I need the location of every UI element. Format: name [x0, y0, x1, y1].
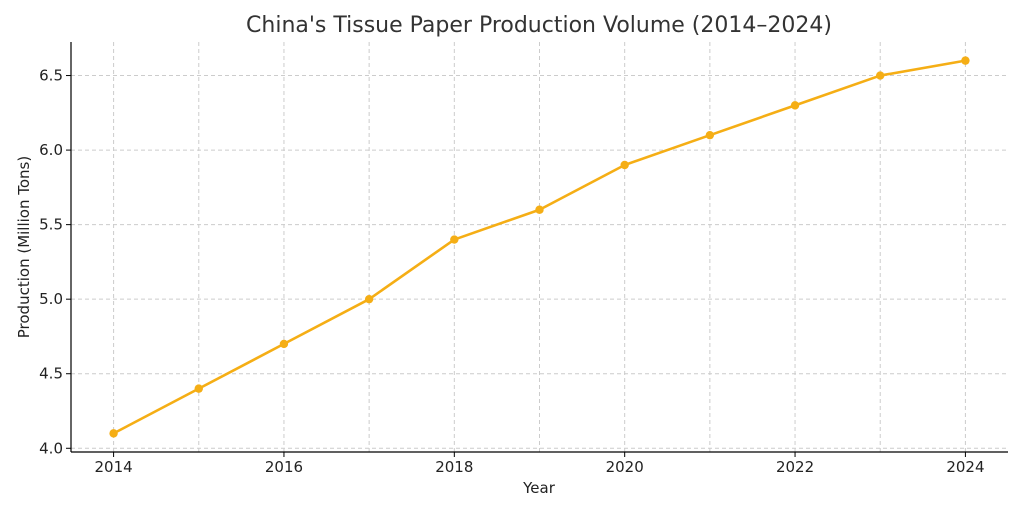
- data-point: [364, 294, 374, 304]
- data-point: [450, 235, 459, 244]
- y-tick-label: 5.0: [39, 290, 63, 308]
- x-tick-label: 2022: [776, 458, 814, 476]
- y-tick-label: 6.0: [39, 141, 63, 159]
- x-tick-label: 2014: [94, 458, 132, 476]
- y-axis-ticks: 4.0 4.5 5.0 5.5 6.0 6.5: [39, 67, 71, 457]
- series-layer: [109, 56, 970, 438]
- data-point: [961, 56, 970, 65]
- x-tick-label: 2016: [265, 458, 303, 476]
- y-tick-label: 5.5: [39, 216, 63, 234]
- y-tick-label: 6.5: [39, 67, 63, 85]
- axes-spines: [70, 42, 1008, 453]
- y-tick-label: 4.0: [39, 439, 63, 457]
- y-axis-label: Production (Million Tons): [15, 156, 33, 338]
- data-point: [790, 101, 800, 110]
- x-tick-label: 2024: [946, 458, 984, 476]
- data-point: [109, 429, 118, 438]
- data-point: [194, 384, 203, 393]
- data-point: [535, 205, 544, 214]
- x-tick-label: 2020: [606, 458, 644, 476]
- x-axis-label: Year: [522, 479, 556, 497]
- data-point: [279, 339, 289, 349]
- data-point: [620, 160, 629, 170]
- chart-title: China's Tissue Paper Production Volume (…: [246, 13, 832, 38]
- y-tick-label: 4.5: [39, 365, 63, 383]
- data-point: [876, 71, 885, 80]
- grid-lines: [71, 42, 1008, 452]
- data-point: [705, 130, 715, 140]
- x-axis-ticks: 2014 2016 2018 2020 2022 2024: [94, 452, 985, 476]
- x-tick-label: 2018: [435, 458, 473, 476]
